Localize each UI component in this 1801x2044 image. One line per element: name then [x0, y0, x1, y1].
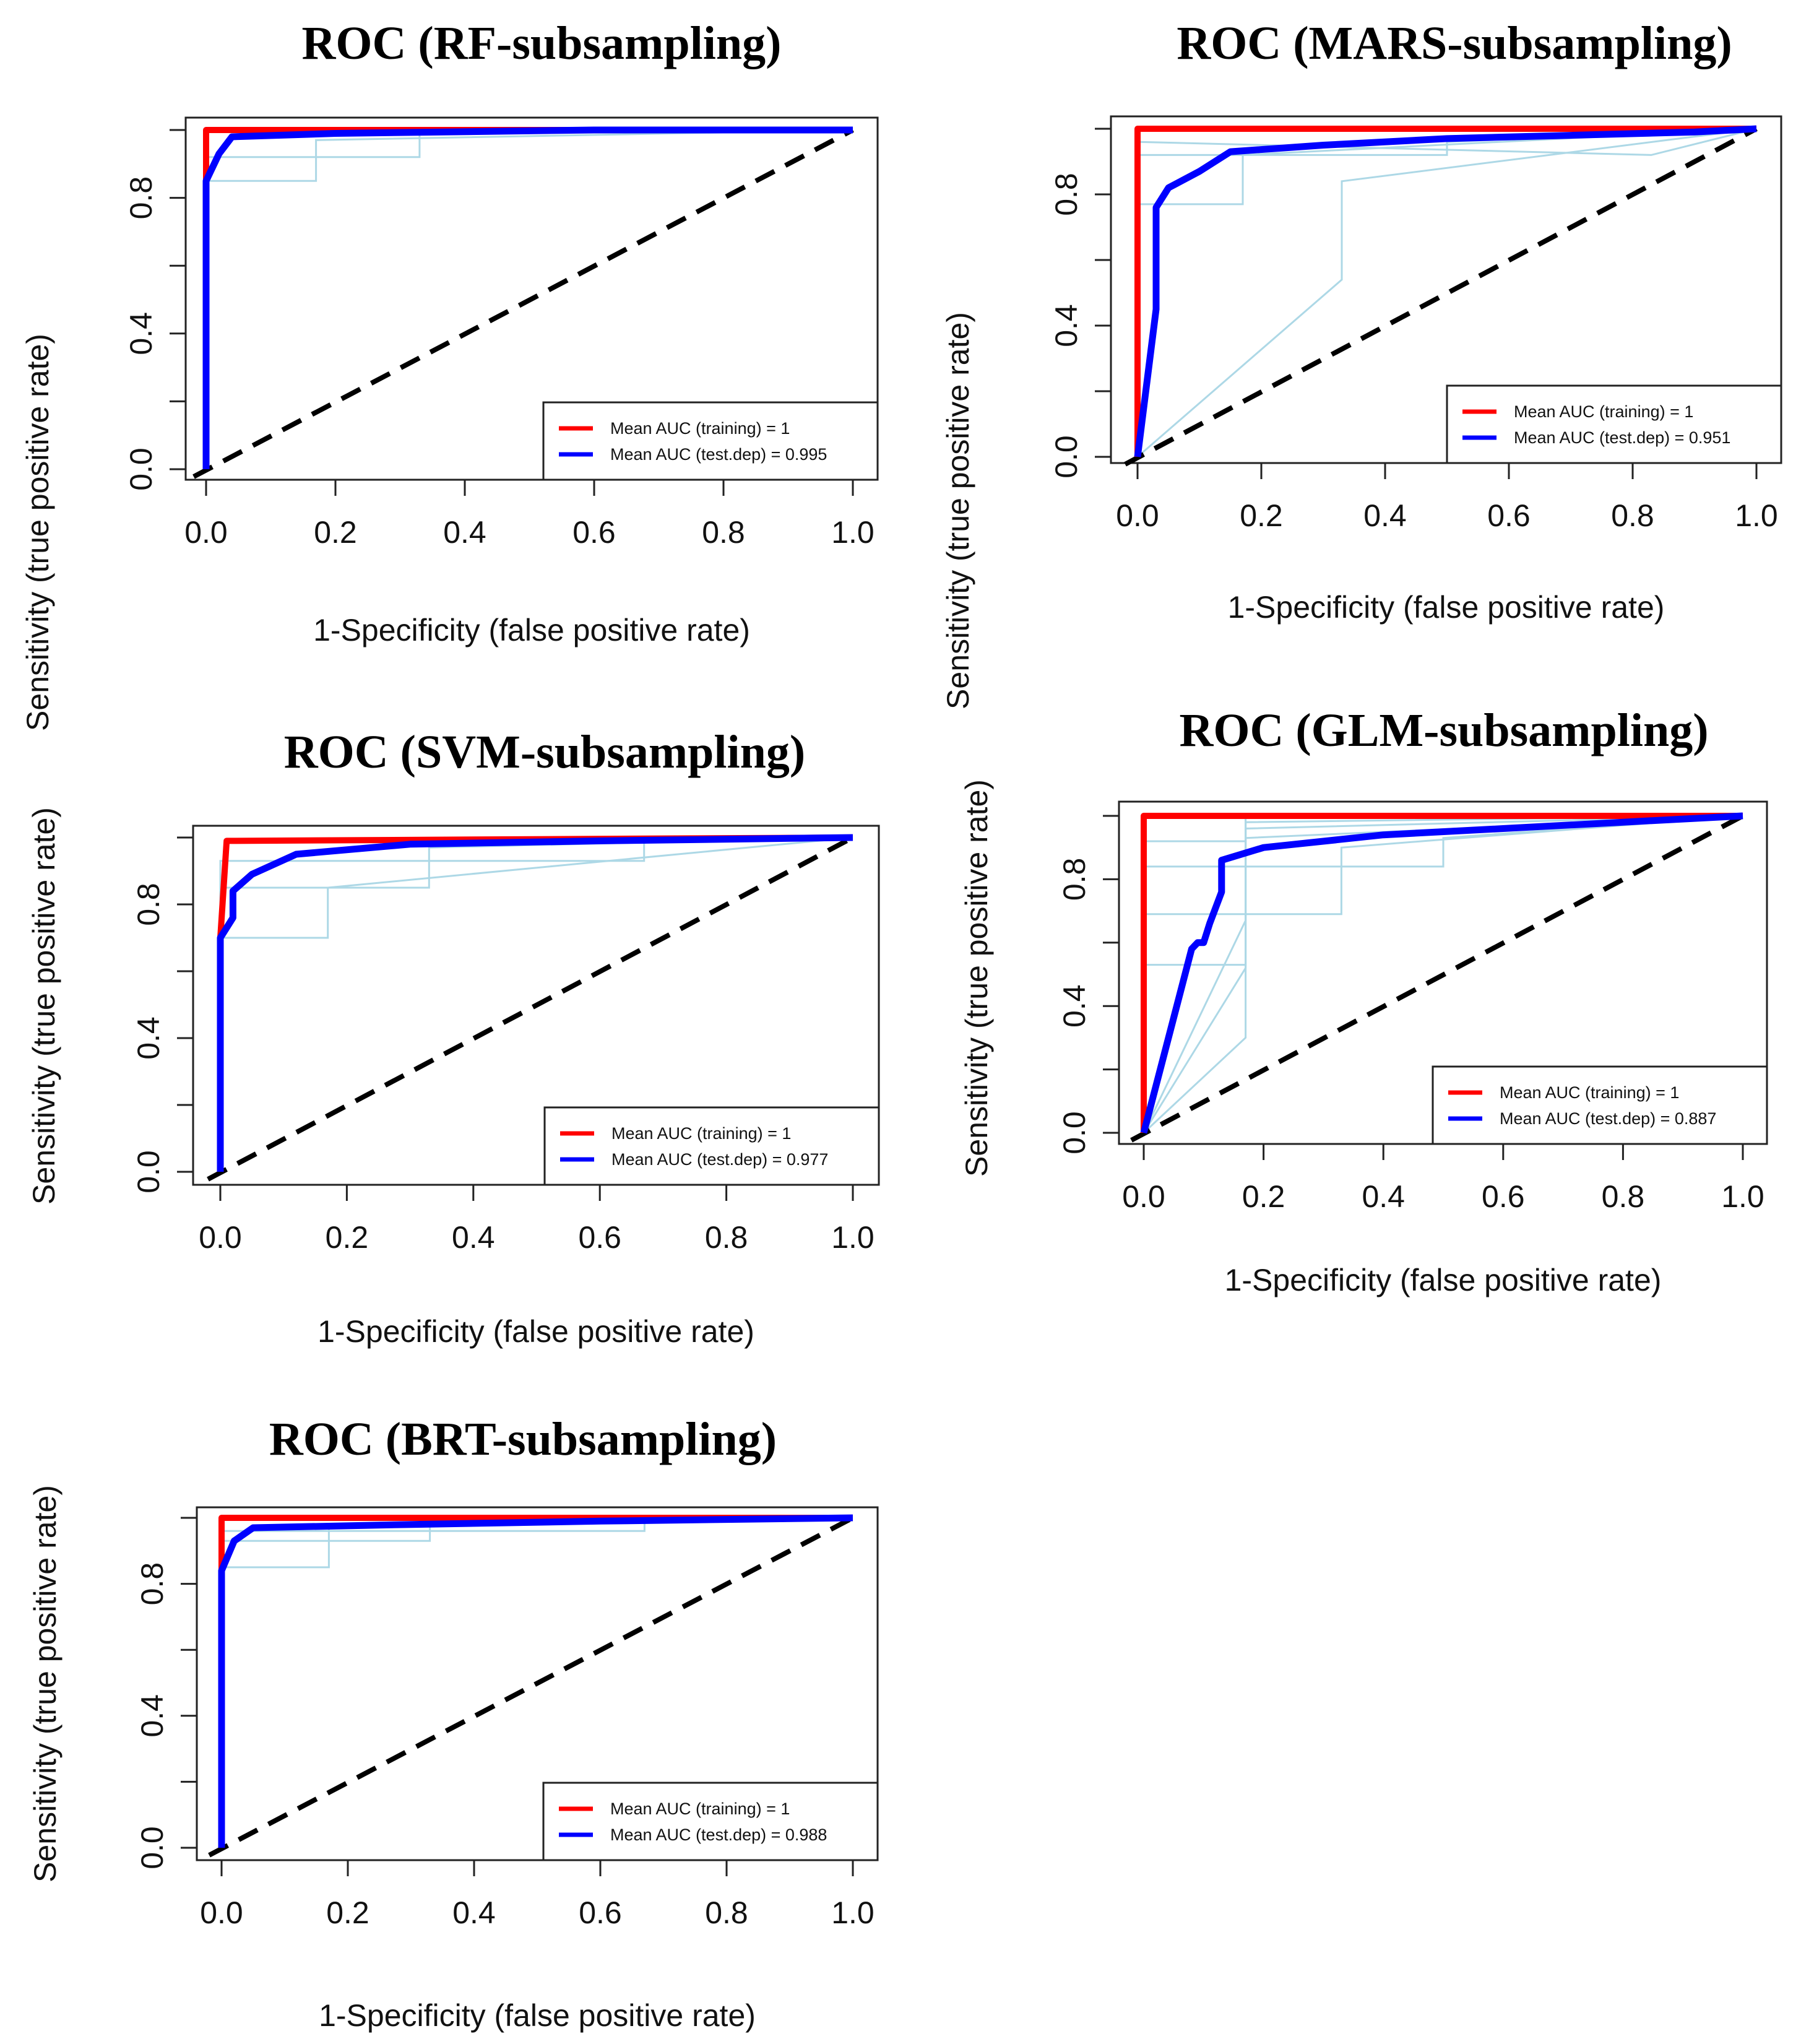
x-tick-label: 0.4 — [452, 1895, 496, 1930]
y-tick-label: 0.8 — [131, 883, 166, 926]
y-axis-label: Sensitivity (true positive rate) — [28, 1485, 63, 1882]
y-axis-label: Sensitivity (true positive rate) — [941, 312, 975, 709]
test-roc-line — [217, 834, 853, 1172]
y-tick-label: 0.4 — [124, 312, 158, 355]
legend: Mean AUC (training) = 1 Mean AUC (test.de… — [1432, 1065, 1768, 1145]
x-tick-label: 0.8 — [1611, 498, 1654, 533]
x-tick-label: 0.0 — [200, 1895, 243, 1930]
test-roc-line — [218, 1514, 853, 1848]
x-tick-label: 0.4 — [1363, 498, 1407, 533]
training-roc-line — [1134, 126, 1756, 457]
roc-panel-2: ROC (MARS-subsampling) 0.0 0.2 0.4 0.6 0.8 1.0… — [941, 17, 1782, 709]
x-tick-label: 1.0 — [831, 1220, 875, 1255]
x-tick-label: 0.4 — [1362, 1179, 1405, 1214]
test-roc-line — [1134, 125, 1757, 457]
x-tick-label: 0.6 — [578, 1220, 621, 1255]
legend-entry: Mean AUC (test.dep) = 0.995 — [610, 445, 827, 464]
legend-entry: Mean AUC (training) = 1 — [610, 419, 790, 438]
legend-entry: Mean AUC (training) = 1 — [610, 1799, 790, 1818]
y-axis-label: Sensitivity (true positive rate) — [959, 779, 994, 1177]
x-tick-label: 0.8 — [705, 1895, 748, 1930]
test-roc-line — [1140, 812, 1743, 1134]
x-axis-label: 1-Specificity (false positive rate) — [1225, 1263, 1662, 1297]
legend-box — [542, 401, 879, 481]
x-tick-label: 0.8 — [702, 515, 745, 550]
roc-panel-1: ROC (RF-subsampling) 0.0 0.2 0.4 0.6 0.8 1.0 0.… — [20, 17, 879, 731]
legend: Mean AUC (training) = 1 Mean AUC (test.de… — [542, 401, 879, 481]
x-tick-label: 1.0 — [1735, 498, 1778, 533]
chart-title: ROC (GLM-subsampling) — [1179, 704, 1708, 756]
x-tick-label: 1.0 — [1721, 1179, 1764, 1214]
x-tick-label: 0.6 — [1487, 498, 1531, 533]
x-tick-label: 0.8 — [1602, 1179, 1645, 1214]
legend-entry: Mean AUC (training) = 1 — [1514, 402, 1693, 421]
roc-panel-3: ROC (SVM-subsampling) 0.0 0.2 0.4 0.6 0.8 1.0 0… — [27, 726, 880, 1349]
x-axis-label: 1-Specificity (false positive rate) — [1228, 590, 1665, 625]
x-axis-label: 1-Specificity (false positive rate) — [313, 613, 750, 647]
x-tick-label: 0.0 — [184, 515, 228, 550]
y-tick-label: 0.4 — [135, 1694, 170, 1738]
x-tick-label: 0.2 — [1242, 1179, 1285, 1214]
x-tick-label: 0.6 — [572, 515, 616, 550]
reference-diagonal — [207, 835, 854, 1182]
reference-diagonal — [208, 1515, 854, 1858]
y-tick-label: 0.0 — [1049, 435, 1084, 479]
y-tick-label: 0.8 — [135, 1562, 170, 1606]
y-axis-label: Sensitivity (true positive rate) — [27, 807, 61, 1205]
x-tick-label: 0.6 — [1482, 1179, 1525, 1214]
x-tick-label: 0.6 — [579, 1895, 622, 1930]
x-tick-label: 0.2 — [326, 1895, 369, 1930]
legend-entry: Mean AUC (training) = 1 — [1500, 1083, 1679, 1102]
x-tick-label: 0.8 — [705, 1220, 748, 1255]
y-axis-label: Sensitivity (true positive rate) — [20, 334, 55, 731]
chart-title: ROC (SVM-subsampling) — [284, 726, 805, 778]
test-roc-line — [202, 126, 853, 469]
roc-panel-5: ROC (BRT-subsampling) 0.0 0.2 0.4 0.6 0.8 1.0 0… — [28, 1413, 879, 2033]
legend: Mean AUC (training) = 1 Mean AUC (test.de… — [542, 1782, 879, 1861]
x-tick-label: 0.0 — [1122, 1179, 1165, 1214]
training-roc-line — [1141, 813, 1743, 1133]
x-axis-label: 1-Specificity (false positive rate) — [319, 1998, 756, 2033]
chart-title: ROC (BRT-subsampling) — [269, 1413, 777, 1465]
x-tick-label: 1.0 — [831, 515, 875, 550]
y-tick-label: 0.0 — [124, 448, 158, 491]
legend: Mean AUC (training) = 1 Mean AUC (test.de… — [543, 1106, 880, 1186]
x-tick-label: 0.4 — [452, 1220, 495, 1255]
legend-box — [1446, 384, 1782, 464]
legend-box — [542, 1782, 879, 1861]
chart-title: ROC (MARS-subsampling) — [1177, 17, 1732, 69]
y-tick-label: 0.0 — [131, 1150, 166, 1193]
x-tick-label: 1.0 — [831, 1895, 875, 1930]
legend-entry: Mean AUC (training) = 1 — [611, 1124, 791, 1143]
y-tick-label: 0.4 — [1057, 984, 1092, 1028]
roc-panel-4: ROC (GLM-subsampling) 0.0 0.2 0.4 0.6 0.8 1.0 0… — [959, 704, 1768, 1297]
legend-entry: Mean AUC (test.dep) = 0.977 — [611, 1150, 828, 1169]
y-tick-label: 0.8 — [124, 176, 158, 220]
x-tick-label: 0.4 — [443, 515, 486, 550]
y-tick-label: 0.0 — [1057, 1111, 1092, 1154]
y-tick-label: 0.4 — [131, 1016, 166, 1060]
reference-diagonal — [1124, 126, 1758, 467]
y-tick-label: 0.8 — [1049, 173, 1084, 216]
chart-title: ROC (RF-subsampling) — [302, 17, 782, 69]
x-tick-label: 0.0 — [1116, 498, 1159, 533]
x-tick-label: 0.2 — [326, 1220, 369, 1255]
y-tick-label: 0.4 — [1049, 304, 1084, 347]
legend-box — [543, 1106, 880, 1186]
y-tick-label: 0.8 — [1057, 858, 1092, 901]
y-tick-label: 0.0 — [135, 1826, 170, 1869]
legend-entry: Mean AUC (test.dep) = 0.988 — [610, 1825, 827, 1844]
x-tick-label: 0.0 — [199, 1220, 242, 1255]
reference-diagonal — [192, 128, 854, 479]
x-axis-label: 1-Specificity (false positive rate) — [317, 1314, 754, 1349]
x-tick-label: 0.2 — [314, 515, 357, 550]
reference-diagonal — [1130, 813, 1744, 1143]
legend-entry: Mean AUC (test.dep) = 0.951 — [1514, 428, 1730, 447]
legend-entry: Mean AUC (test.dep) = 0.887 — [1500, 1109, 1716, 1128]
x-tick-label: 0.2 — [1240, 498, 1283, 533]
legend: Mean AUC (training) = 1 Mean AUC (test.de… — [1446, 384, 1782, 464]
legend-box — [1432, 1065, 1768, 1145]
resample-roc-line — [1137, 128, 1757, 458]
